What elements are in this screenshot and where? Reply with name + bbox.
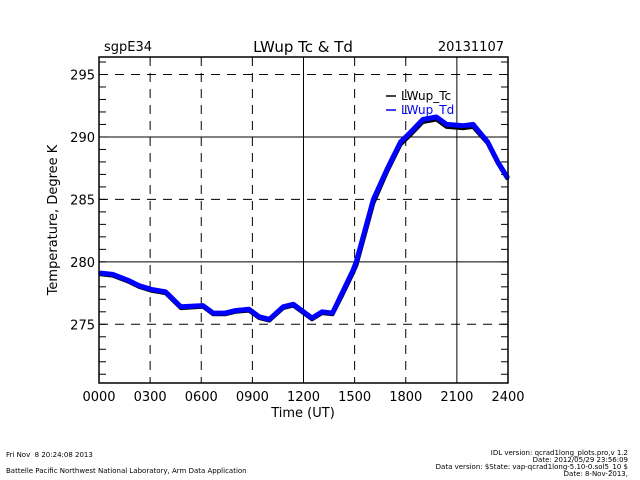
series-line-lwup-td: [98, 114, 510, 322]
x-tick-label: 0300: [134, 390, 167, 405]
footer-idl-date: Date: 2012/05/29 23:56:09: [532, 456, 628, 464]
y-tick-label: 295: [70, 68, 95, 83]
y-tick-label: 285: [70, 193, 95, 208]
footer-org: Battelle Pacific Northwest National Labo…: [6, 467, 247, 475]
date-label: 20131107: [438, 40, 504, 55]
x-tick-label: 0600: [185, 390, 218, 405]
legend-label-td: LWup_Td: [401, 103, 454, 117]
y-axis-label: Temperature, Degree K: [46, 144, 61, 296]
legend: LWup_Tc LWup_Td: [386, 89, 454, 117]
footer-timestamp: Fri Nov 8 20:24:08 2013: [6, 451, 93, 459]
y-tick-label: 290: [70, 131, 95, 146]
x-tick-label: 2100: [440, 390, 473, 405]
chart-title: LWup Tc & Td: [253, 38, 353, 56]
y-tick-label: 275: [70, 318, 95, 333]
footer-data-date: Date: 8-Nov-2013,: [563, 470, 628, 478]
x-tick-label: 1500: [338, 390, 371, 405]
x-axis-label: Time (UT): [270, 406, 335, 421]
x-tick-label: 0000: [82, 390, 115, 405]
x-tick-label: 1200: [287, 390, 320, 405]
footer-data-version: Data version: $State: vap-qcrad1long-5.1…: [435, 463, 628, 471]
footer-idl-version: IDL version: qcrad1long_plots.pro,v 1.2: [490, 449, 628, 457]
plot-frame: [98, 56, 509, 384]
x-tick-label: 2400: [491, 390, 524, 405]
y-tick-label: 280: [70, 256, 95, 271]
x-tick-label: 0900: [236, 390, 269, 405]
site-label: sgpE34: [104, 40, 152, 55]
x-tick-label: 1800: [389, 390, 422, 405]
legend-label-tc: LWup_Tc: [401, 89, 451, 103]
